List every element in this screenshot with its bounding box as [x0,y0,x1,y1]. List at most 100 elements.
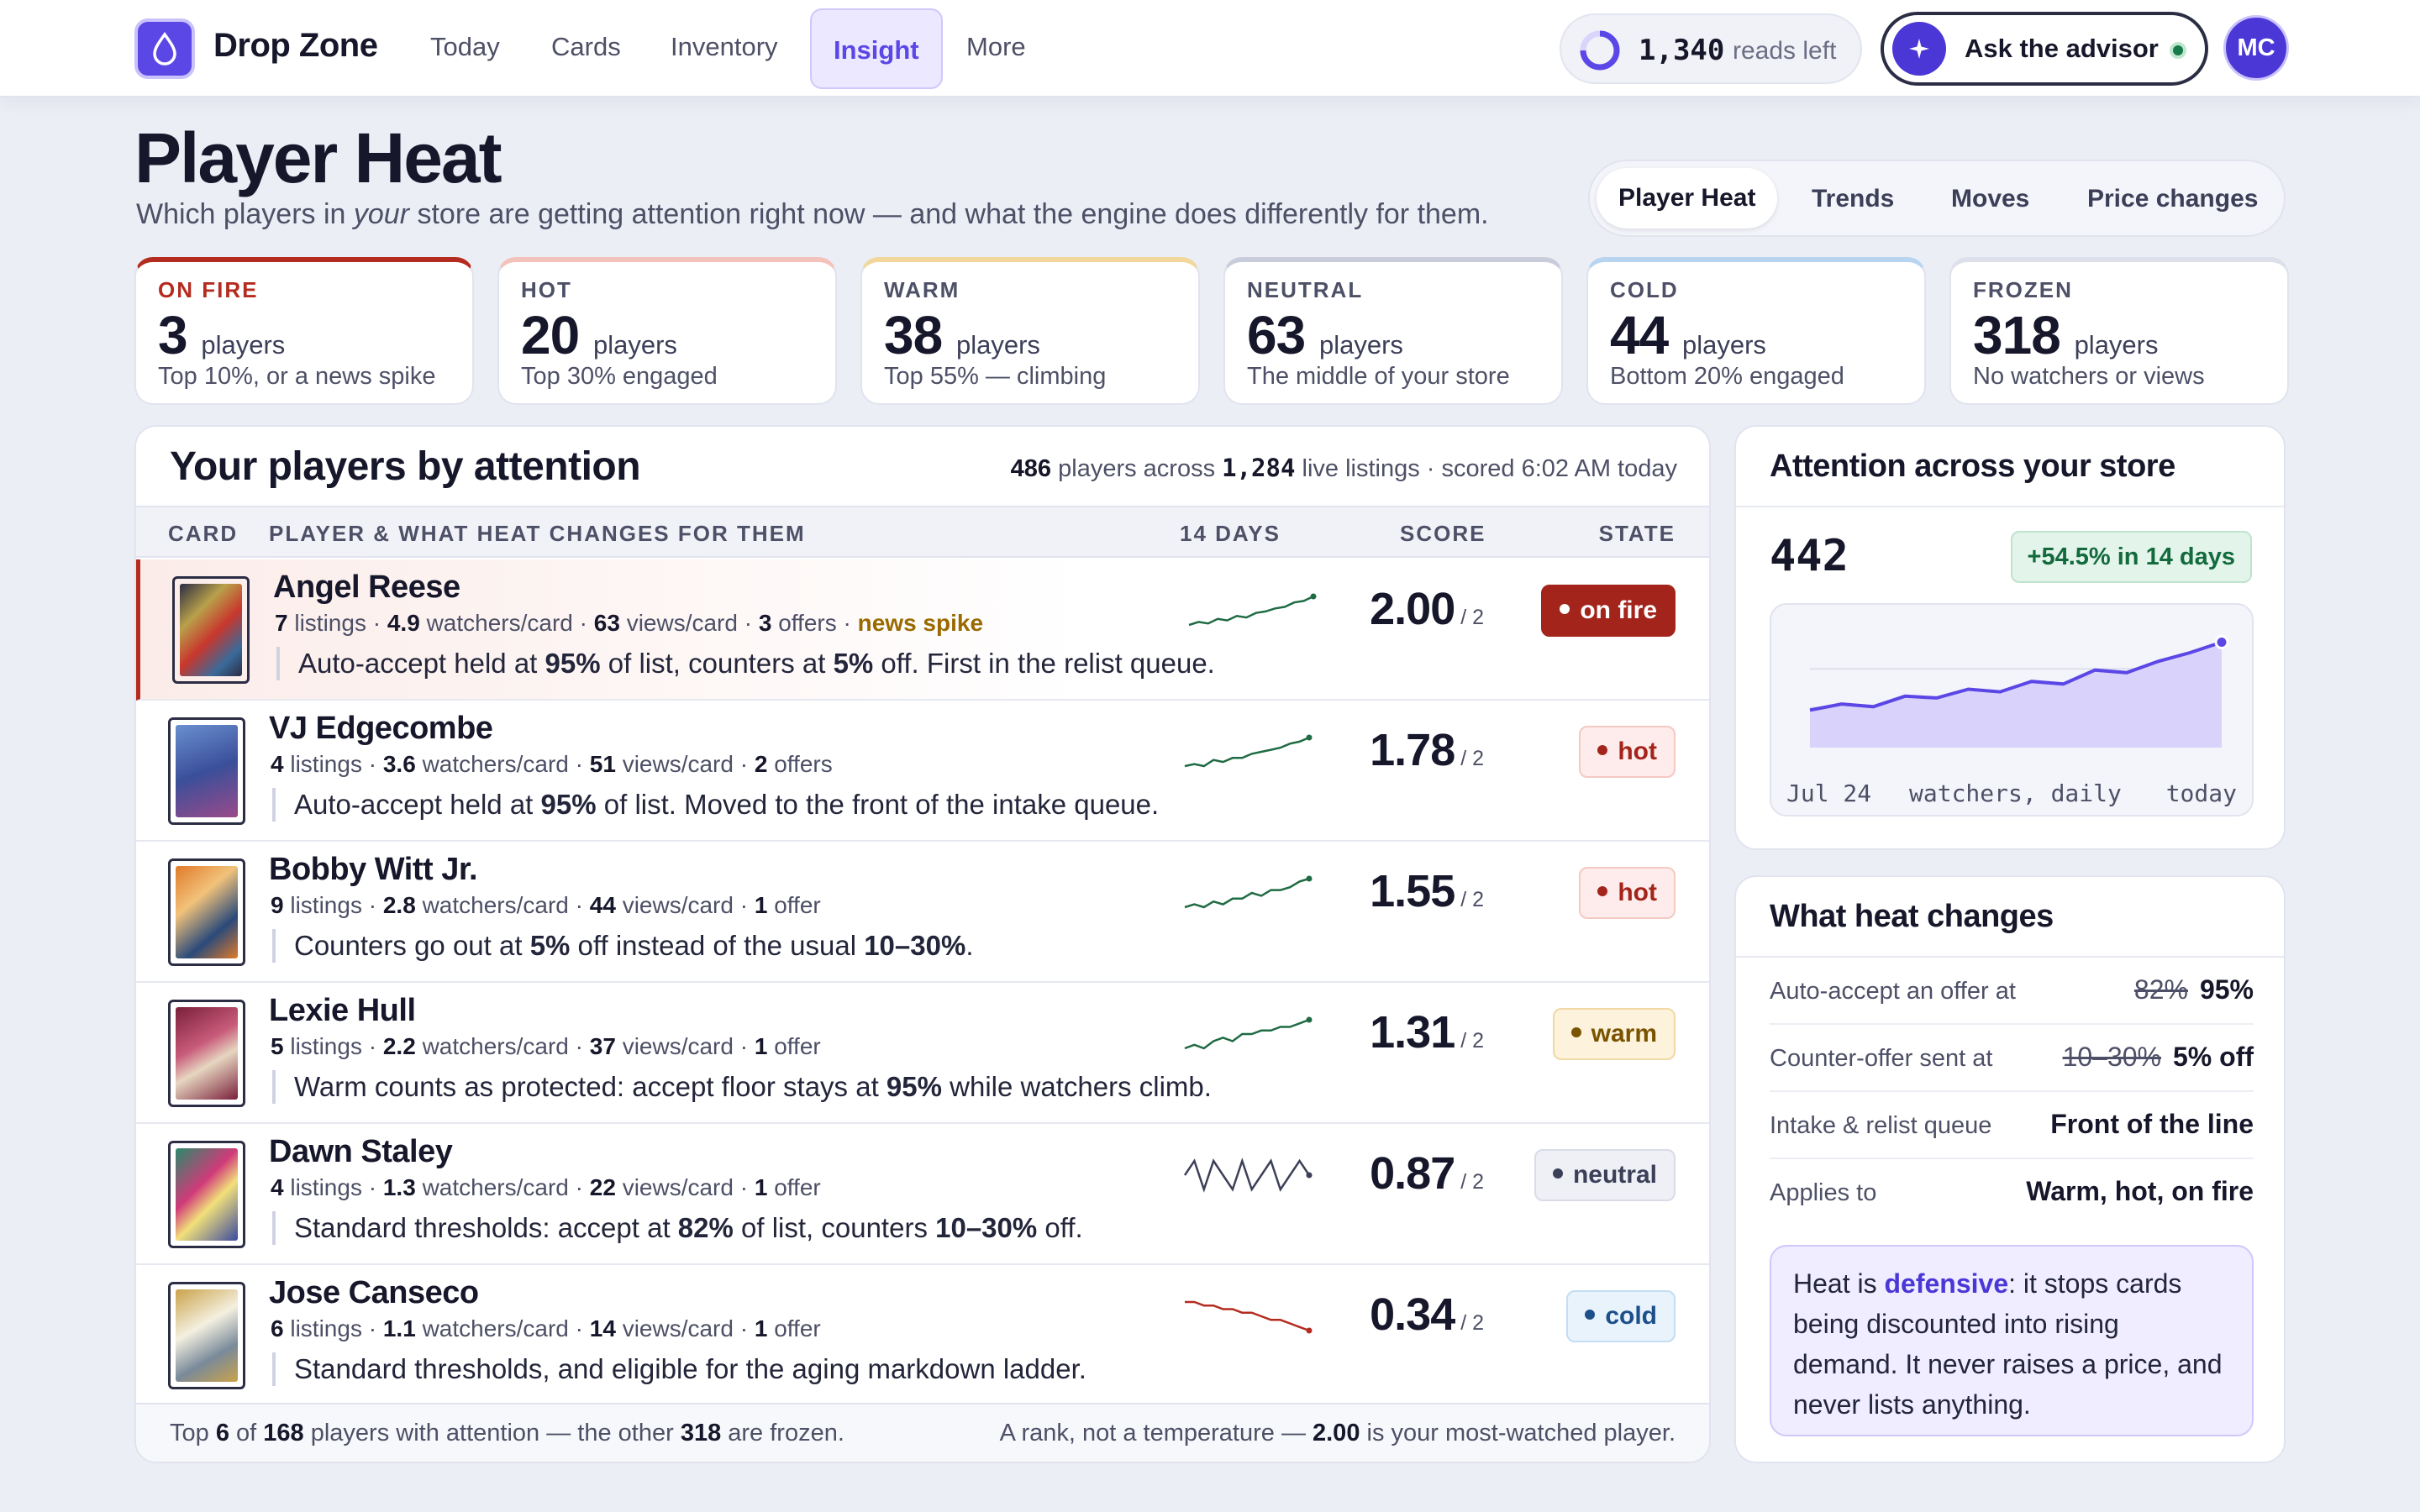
player-name[interactable]: Bobby Witt Jr. [269,852,478,887]
attention-title: Attention across your store [1770,449,2175,484]
card-thumbnail[interactable] [168,1141,245,1248]
heat-description: Bottom 20% engaged [1610,363,1844,390]
card-thumbnail[interactable] [168,1282,245,1389]
heat-label: HOT [521,277,572,302]
attention-panel: Attention across your store 442 +54.5% i… [1734,425,2286,850]
sparkline-path [1184,877,1310,909]
heat-effect: Standard thresholds, and eligible for th… [272,1352,1086,1386]
heat-count: 3 players [158,305,286,365]
heat-card-neutral[interactable]: NEUTRAL 63 players The middle of your stor… [1223,257,1563,405]
table-row[interactable]: Lexie Hull 5 listings · 2.2 watchers/card… [136,983,1709,1124]
reads-left-badge[interactable]: 1,340 reads left [1560,13,1862,84]
heat-effect: Auto-accept held at 95% of list. Moved t… [272,788,1159,822]
table-row[interactable]: Jose Canseco 6 listings · 1.1 watchers/ca… [136,1265,1709,1406]
heat-count: 38 players [884,305,1040,365]
attention-value: 442 [1770,531,1849,581]
heat-effect: Auto-accept held at 95% of list, counter… [276,647,1215,680]
col-score: SCORE [1400,521,1486,546]
player-name[interactable]: Jose Canseco [269,1275,479,1310]
heat-changes-title: What heat changes [1770,899,2054,934]
heat-description: Top 30% engaged [521,363,718,390]
table-row[interactable]: Angel Reese 7 listings · 4.9 watchers/car… [136,559,1709,701]
state-badge: neutral [1534,1149,1676,1201]
attention-chart: Jul 24 watchers, daily today [1770,603,2254,816]
advisor-online-indicator [2170,42,2186,59]
col-card: CARD [168,521,239,546]
heat-card-cold[interactable]: COLD 44 players Bottom 20% engaged [1586,257,1926,405]
player-name[interactable]: Angel Reese [273,570,460,605]
attention-score: 0.87 / 2 [1370,1148,1484,1199]
nav-link-inventory[interactable]: Inventory [671,32,778,61]
attention-score: 1.31 / 2 [1370,1007,1484,1058]
rule-new-value: Warm, hot, on fire [2026,1176,2254,1206]
ask-advisor-button[interactable]: Ask the advisor [1881,12,2208,86]
rule-value: 10–30% 5% off [2063,1042,2254,1073]
sparkline-path [1184,1018,1310,1050]
drop-logo-icon[interactable] [134,18,195,79]
col-14-days: 14 DAYS [1180,521,1281,546]
heat-count: 63 players [1247,305,1403,365]
state-badge: hot [1579,726,1676,778]
heat-description: No watchers or views [1973,363,2205,390]
sparkline-path [1184,736,1310,768]
nav-link-today[interactable]: Today [430,32,500,61]
chart-end-point [2214,635,2229,650]
panel-divider [1736,506,2284,507]
tab-trends[interactable]: Trends [1812,185,1895,213]
rule-new-value: Front of the line [2050,1109,2254,1139]
page-title: Player Heat [134,118,502,197]
reads-progress-icon [1580,30,1620,71]
sparkline-path [1188,595,1314,627]
rule-label: Counter-offer sent at [1770,1045,1993,1072]
tab-player-heat[interactable]: Player Heat [1597,168,1778,228]
nav-link-cards[interactable]: Cards [551,32,621,61]
heat-effect: Counters go out at 5% off instead of the… [272,929,973,963]
tab-price-changes[interactable]: Price changes [2087,185,2259,213]
nav-link-more[interactable]: More [966,32,1026,61]
tab-moves[interactable]: Moves [1951,185,2030,213]
sparkline-end-point [1306,1172,1313,1179]
user-avatar[interactable]: MC [2223,15,2289,81]
heat-effect: Standard thresholds: accept at 82% of li… [272,1211,1083,1245]
heat-rule-row: Auto-accept an offer at 82% 95% [1770,958,2254,1025]
sparkline-end-point [1306,875,1313,882]
table-meta: 486 players across 1,284 live listings ·… [1010,454,1677,482]
card-thumbnail[interactable] [172,576,250,684]
table-row[interactable]: Bobby Witt Jr. 9 listings · 2.8 watchers/… [136,842,1709,983]
state-badge: warm [1552,1008,1676,1060]
rule-new-value: 5% off [2173,1042,2254,1072]
sparkline-path [1183,1158,1311,1193]
page-subtitle: Which players in your store are getting … [136,198,1489,230]
nav-link-insight[interactable]: Insight [810,8,943,89]
card-thumbnail[interactable] [168,858,245,966]
heat-description: The middle of your store [1247,363,1510,390]
footer-summary: Top 6 of 168 players with attention — th… [170,1420,844,1446]
sparkline-end-point [1306,734,1313,741]
player-name[interactable]: VJ Edgecombe [269,711,493,746]
sparkline-end-point [1306,1016,1313,1023]
heat-count: 20 players [521,305,677,365]
heat-card-on-fire[interactable]: ON FIRE 3 players Top 10%, or a news spike [134,257,474,405]
sparkle-icon [1892,22,1946,76]
brand-name[interactable]: Drop Zone [213,27,378,64]
heat-defensive-note: Heat is defensive: it stops cards being … [1770,1245,2254,1436]
sparkline-end-point [1310,593,1317,600]
heat-label: WARM [884,277,960,302]
heat-card-hot[interactable]: HOT 20 players Top 30% engaged [497,257,837,405]
heat-card-frozen[interactable]: FROZEN 318 players No watchers or views [1949,257,2289,405]
heat-card-warm[interactable]: WARM 38 players Top 55% — climbing [860,257,1200,405]
rule-label: Applies to [1770,1179,1877,1206]
heat-description: Top 10%, or a news spike [158,363,436,390]
attention-chart-svg [1809,635,2229,748]
card-thumbnail[interactable] [168,1000,245,1107]
table-row[interactable]: VJ Edgecombe 4 listings · 3.6 watchers/ca… [136,701,1709,842]
player-name[interactable]: Lexie Hull [269,993,416,1028]
card-thumbnail[interactable] [168,717,245,825]
attention-score: 0.34 / 2 [1370,1289,1484,1340]
rule-old-value: 10–30% [2062,1042,2161,1072]
attention-score: 2.00 / 2 [1370,584,1484,634]
player-stats: 5 listings · 2.2 watchers/card · 37 view… [271,1033,821,1059]
table-row[interactable]: Dawn Staley 4 listings · 1.3 watchers/car… [136,1124,1709,1265]
sparkline-14-days [1184,734,1313,768]
player-name[interactable]: Dawn Staley [269,1134,453,1169]
